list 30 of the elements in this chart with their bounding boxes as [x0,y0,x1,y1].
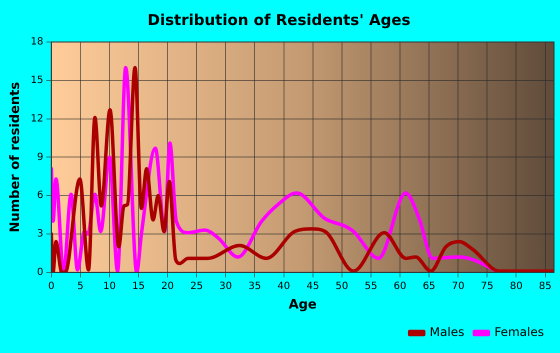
x-tick-label: 70 [452,280,464,292]
chart-title: Distribution of Residents' Ages [148,10,411,29]
x-tick-label: 45 [306,280,320,292]
x-tick-label: 5 [77,280,84,292]
x-tick-label: 20 [161,280,174,292]
x-tick-label: 35 [248,280,262,292]
x-tick-label: 60 [394,280,406,292]
y-tick-label: 6 [36,190,44,202]
y-tick-label: 15 [30,74,44,86]
legend-label: Females [494,325,544,340]
x-tick-label: 80 [510,280,523,292]
y-tick-label: 0 [36,266,44,278]
y-tick-label: 9 [36,152,44,163]
x-tick-label: 25 [190,280,203,292]
x-tick-label: 55 [364,280,378,292]
x-tick-label: 40 [277,280,290,292]
x-tick-label: 65 [422,280,436,292]
y-tick-label: 3 [36,228,44,240]
x-tick-label: 85 [538,280,552,292]
y-tick-label: 12 [30,113,44,124]
x-tick-label: 75 [480,280,494,292]
x-tick-label: 30 [219,280,232,292]
x-tick-label: 50 [336,280,348,292]
legend-label: Males [430,325,464,340]
x-tick-label: 10 [103,280,116,292]
x-tick-label: 15 [132,280,145,292]
y-tick-label: 18 [30,36,44,48]
x-axis-title: Age [288,298,317,313]
y-axis-title: Number of residents [8,82,24,233]
x-tick-label: 0 [48,280,55,292]
